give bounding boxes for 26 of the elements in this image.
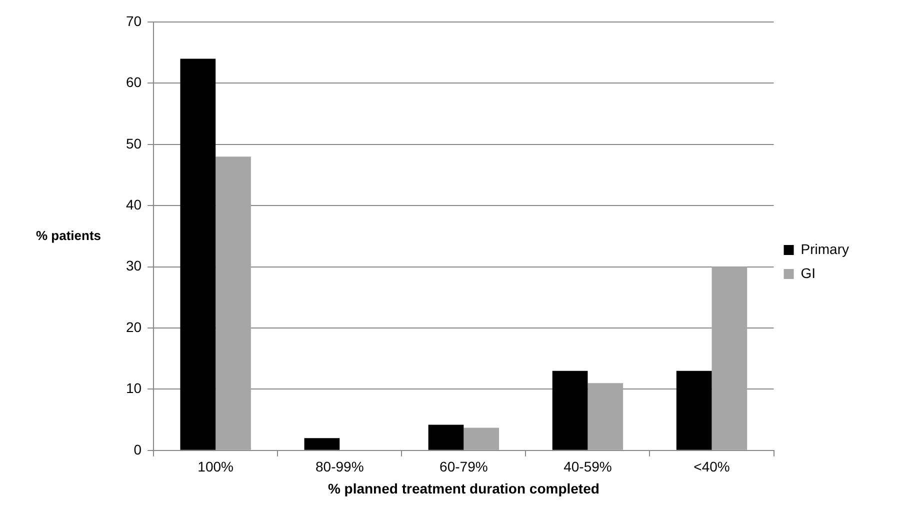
bar — [676, 370, 712, 450]
x-tick-label: 80-99% — [316, 458, 364, 475]
x-tick-label: <40% — [694, 458, 730, 475]
bar — [588, 383, 624, 450]
x-tick-label: 60-79% — [440, 458, 488, 475]
bar — [712, 266, 748, 450]
y-tick-label: 20 — [126, 318, 142, 335]
bar — [552, 370, 588, 450]
bar — [428, 424, 464, 450]
x-tick-label: 40-59% — [564, 458, 612, 475]
bar — [304, 438, 340, 450]
bar — [180, 58, 216, 450]
x-axis-title: % planned treatment duration completed — [328, 480, 600, 496]
y-tick-label: 50 — [126, 135, 142, 152]
y-tick-label: 60 — [126, 74, 142, 90]
y-tick-label: 30 — [126, 258, 142, 274]
bar — [216, 156, 251, 450]
x-tick-label: 100% — [198, 458, 234, 475]
y-axis-title: % patients — [36, 228, 102, 243]
y-tick-label: 0 — [134, 441, 142, 458]
y-tick-label: 40 — [126, 196, 142, 212]
legend-label: GI — [800, 264, 816, 281]
legend-label: Primary — [800, 240, 850, 257]
y-tick-label: 70 — [126, 12, 142, 29]
bar — [464, 428, 500, 450]
y-tick-label: 10 — [126, 380, 142, 396]
